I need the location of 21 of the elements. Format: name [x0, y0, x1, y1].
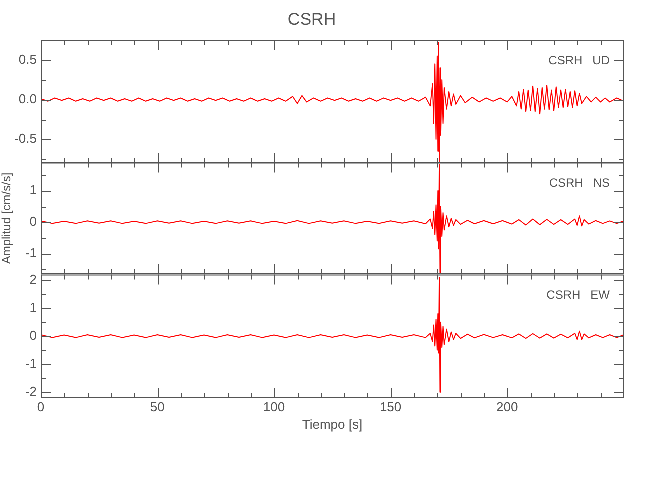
- y-tick-label: 2: [30, 272, 37, 287]
- annotation: CSRH NS: [549, 176, 610, 191]
- y-tick-label: -2: [25, 384, 37, 399]
- y-tick-label: 1: [30, 300, 37, 315]
- annotation: CSRH EW: [546, 288, 611, 302]
- y-tick-label: -1: [25, 356, 37, 371]
- x-tick-label: 150: [380, 399, 402, 414]
- x-tick-label: 100: [263, 399, 286, 414]
- y-tick-label: 1: [30, 183, 37, 198]
- y-tick-label: 0.5: [18, 52, 37, 67]
- y-tick-label: -0.5: [14, 131, 37, 146]
- x-axis-title: Tiempo [s]: [302, 416, 363, 432]
- y-tick-label: 0: [30, 328, 37, 343]
- x-tick-label: 50: [150, 399, 165, 414]
- chart-title: CSRH: [288, 10, 336, 29]
- y-tick-label: -1: [25, 246, 37, 261]
- y-tick-label: 0: [30, 214, 37, 230]
- x-tick-label: 200: [496, 399, 518, 414]
- y-axis-title: Amplitud [cm/s/s]: [0, 173, 14, 265]
- y-tick-label: 0.0: [18, 91, 37, 106]
- annotation: CSRH UD: [548, 54, 610, 68]
